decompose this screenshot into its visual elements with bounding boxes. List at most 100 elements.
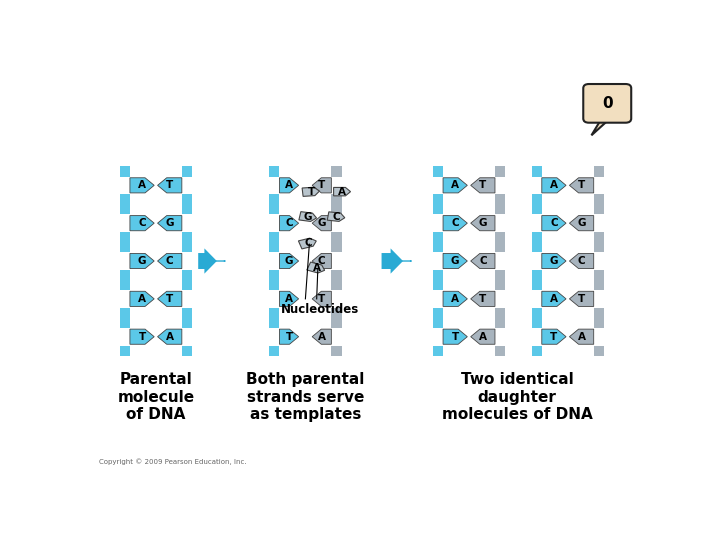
- Text: G: G: [550, 256, 558, 266]
- Polygon shape: [157, 216, 182, 231]
- Polygon shape: [471, 253, 495, 269]
- Polygon shape: [130, 216, 154, 231]
- Bar: [596, 117, 613, 120]
- Bar: [269, 176, 341, 194]
- Polygon shape: [443, 329, 467, 345]
- Text: A: A: [550, 180, 558, 191]
- Polygon shape: [542, 178, 566, 193]
- Bar: [433, 215, 505, 232]
- Text: A: A: [338, 187, 346, 197]
- Text: A: A: [138, 294, 146, 304]
- Polygon shape: [542, 216, 566, 231]
- Polygon shape: [280, 178, 298, 193]
- Text: G: G: [577, 218, 586, 228]
- Bar: [531, 328, 604, 346]
- Bar: [269, 167, 280, 355]
- Bar: [120, 167, 130, 355]
- Text: T: T: [451, 331, 459, 342]
- Text: 0: 0: [602, 96, 612, 111]
- Bar: [531, 167, 542, 355]
- Text: C: C: [138, 218, 146, 228]
- Bar: [433, 328, 505, 346]
- Text: A: A: [577, 331, 585, 342]
- Bar: [120, 328, 192, 346]
- Polygon shape: [130, 178, 154, 193]
- Text: T: T: [138, 331, 146, 342]
- Polygon shape: [130, 291, 154, 306]
- Polygon shape: [312, 216, 331, 231]
- Polygon shape: [471, 216, 495, 231]
- FancyBboxPatch shape: [583, 84, 631, 123]
- Text: C: C: [285, 218, 293, 228]
- Text: C: C: [333, 212, 340, 222]
- Text: G: G: [165, 218, 174, 228]
- Polygon shape: [130, 253, 154, 269]
- Text: A: A: [285, 294, 293, 304]
- Text: A: A: [451, 294, 459, 304]
- Text: G: G: [285, 256, 293, 266]
- Bar: [495, 167, 505, 355]
- Polygon shape: [306, 262, 325, 273]
- Bar: [269, 252, 341, 270]
- Polygon shape: [542, 253, 566, 269]
- Text: C: C: [550, 218, 558, 228]
- Text: T: T: [479, 180, 486, 191]
- Polygon shape: [443, 216, 467, 231]
- Text: A: A: [166, 331, 174, 342]
- Polygon shape: [280, 291, 298, 306]
- Polygon shape: [328, 212, 345, 221]
- Bar: [433, 290, 505, 308]
- FancyArrow shape: [198, 248, 217, 274]
- Polygon shape: [471, 329, 495, 345]
- Text: T: T: [318, 180, 325, 191]
- Polygon shape: [130, 329, 154, 345]
- Bar: [269, 328, 341, 346]
- Text: T: T: [550, 331, 558, 342]
- Bar: [120, 290, 192, 308]
- Text: T: T: [166, 180, 173, 191]
- Text: G: G: [304, 212, 312, 222]
- Polygon shape: [157, 329, 182, 345]
- Text: C: C: [451, 218, 459, 228]
- Text: Copyright © 2009 Pearson Education, Inc.: Copyright © 2009 Pearson Education, Inc.: [100, 458, 247, 465]
- Polygon shape: [157, 178, 182, 193]
- Text: G: G: [138, 256, 146, 266]
- Polygon shape: [591, 118, 610, 135]
- Polygon shape: [312, 178, 331, 193]
- Text: T: T: [307, 187, 314, 197]
- Polygon shape: [443, 253, 467, 269]
- Text: C: C: [304, 238, 312, 248]
- Polygon shape: [569, 216, 594, 231]
- Bar: [594, 167, 604, 355]
- Text: C: C: [479, 256, 486, 266]
- Bar: [269, 215, 341, 232]
- Text: Two identical
daughter
molecules of DNA: Two identical daughter molecules of DNA: [442, 372, 593, 422]
- Text: Parental
molecule
of DNA: Parental molecule of DNA: [117, 372, 194, 422]
- Text: A: A: [451, 180, 459, 191]
- Text: T: T: [578, 180, 585, 191]
- Text: A: A: [479, 331, 487, 342]
- Text: T: T: [479, 294, 486, 304]
- Polygon shape: [471, 178, 495, 193]
- Text: T: T: [166, 294, 173, 304]
- Bar: [433, 252, 505, 270]
- Polygon shape: [312, 253, 331, 269]
- Polygon shape: [333, 187, 351, 196]
- Polygon shape: [471, 291, 495, 306]
- Text: G: G: [478, 218, 487, 228]
- Polygon shape: [542, 329, 566, 345]
- Polygon shape: [280, 253, 298, 269]
- Polygon shape: [157, 253, 182, 269]
- Text: C: C: [578, 256, 585, 266]
- Polygon shape: [280, 216, 298, 231]
- Text: A: A: [317, 331, 325, 342]
- Bar: [120, 215, 192, 232]
- Text: C: C: [166, 256, 173, 266]
- Bar: [120, 176, 192, 194]
- Polygon shape: [569, 253, 594, 269]
- Polygon shape: [312, 329, 331, 345]
- Polygon shape: [299, 212, 317, 222]
- Polygon shape: [569, 291, 594, 306]
- Bar: [531, 215, 604, 232]
- Text: G: G: [451, 256, 459, 266]
